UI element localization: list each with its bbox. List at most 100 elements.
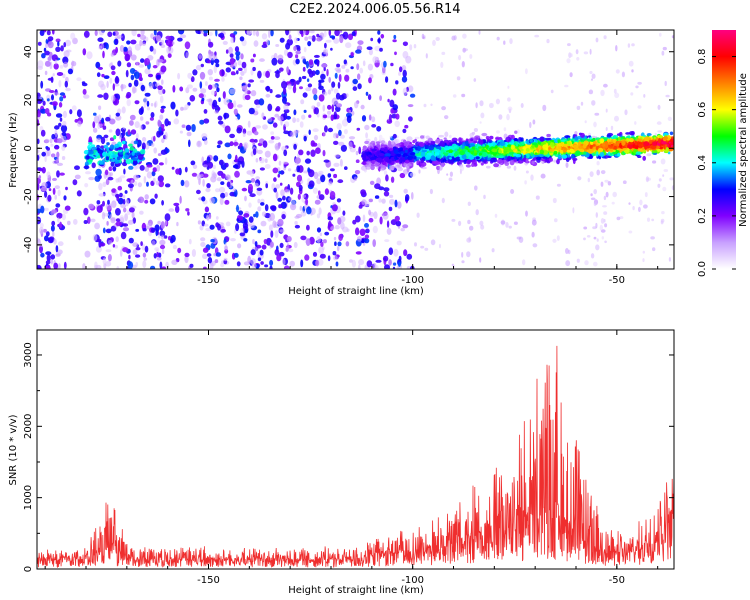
spectrogram-cell [165,261,169,269]
spectrogram-cell [37,149,40,154]
spectrogram-cell [317,258,324,266]
spectrogram-cell [628,131,635,136]
spectrogram-cell [582,143,587,149]
spectrogram-cell [184,166,188,173]
spectrogram-cell [54,125,60,130]
spectrogram-cell [261,33,268,40]
spectrogram-cell [294,130,298,137]
spectrogram-cell [600,218,605,224]
spectrogram-cell [304,254,310,261]
spectrogram-cell [525,68,528,75]
spectrogram-cell [52,101,58,107]
spectrogram-cell [51,54,58,62]
spectrogram-cell [228,46,233,55]
spectrogram-cell [318,190,321,196]
spectrogram-cell [351,259,356,268]
spectrogram-cell [658,138,661,144]
spectrogram-cell [331,98,337,105]
spectrogram-cell [101,117,105,124]
spectrogram-cell [59,221,62,229]
spectrogram-cell [385,76,389,83]
spectrogram-cell [478,30,481,35]
spectrogram-cell [280,201,287,209]
spectrogram-cell [109,144,115,150]
spectrogram-cell [210,175,217,183]
spectrogram-frame [36,29,675,270]
spectrogram-cell [109,77,113,84]
spectrogram-cell [569,148,575,153]
spectrogram-cell [192,87,198,92]
spectrogram-cell [530,174,534,181]
spectrogram-cell [607,181,612,186]
spectrogram-cell [239,36,245,42]
spectrogram-cell [363,152,367,158]
spectrogram-cell [199,224,204,231]
spectrogram-cell [508,225,512,229]
spectrogram-cell [318,194,325,201]
spectrogram-cell [54,146,59,150]
spectrogram-cell [390,62,394,67]
spectrogram-cell [77,120,82,127]
spectrogram-cell [215,222,220,228]
spectrogram-cell [161,248,165,255]
spectrogram-cell [289,260,296,267]
spectrogram-cell [207,161,214,169]
spectrogram-cell [565,248,569,254]
spectrogram-cell [382,212,389,220]
spectrogram-cell [384,153,391,157]
spectrogram-cell [208,84,213,90]
spectrogram-cell [119,192,123,198]
spectrogram-cell [205,187,211,193]
spectrogram-cell [560,139,566,142]
spectrogram-cell [157,119,161,127]
spectrogram-cell [76,190,82,197]
spectrogram-cell [294,157,301,164]
spectrogram-cell [122,129,126,137]
spectrogram-cell [62,73,66,79]
spectrogram-cell [196,140,202,148]
spectrogram-cell [95,151,99,157]
spectrogram-cell [614,115,619,122]
spectrogram-cell [549,148,555,152]
spectrogram-cell [297,193,301,200]
spectrogram-cell [378,153,385,156]
spectrogram-cell [631,69,634,73]
spectrogram-cell [327,127,334,133]
spectrogram-cell [125,158,132,165]
spectrogram-cell [322,91,328,96]
x-tick-label: -150 [197,275,220,286]
spectrogram-cell [515,154,522,158]
spectrogram-cell [338,233,343,242]
spectrogram-cell [252,66,256,72]
spectrogram-cell [556,235,560,242]
spectrogram-cell [394,215,400,222]
spectrogram-cell [120,231,127,240]
spectrogram-cell [133,140,139,145]
spectrogram-cell [203,266,207,269]
spectrogram-cell [505,222,509,228]
spectrogram-cell [510,156,515,160]
spectrogram-cell [629,138,634,143]
spectrogram-cell [592,226,597,230]
spectrogram-cell [333,236,337,241]
spectrogram-cell [310,149,316,157]
spectrogram-cell [215,188,220,193]
spectrogram-cell [307,41,312,47]
spectrogram-cell [566,149,571,153]
spectrogram-cell [359,228,366,236]
spectrogram-cell [139,124,143,131]
spectrogram-cell [133,174,140,180]
spectrogram-cell [91,146,97,151]
spectrogram-cell [327,115,331,119]
spectrogram-cell [372,143,376,147]
spectrogram-cell [241,61,247,69]
spectrogram-cell [268,30,271,38]
spectrogram-cell [294,215,300,219]
spectrogram-cell [659,32,662,37]
spectrogram-cell [510,189,515,194]
spectrogram-cell [110,65,116,71]
spectrogram-cell [364,201,370,207]
spectrogram-cell [432,39,436,47]
spectrogram-cell [255,176,260,181]
spectrogram-cell [250,58,255,63]
